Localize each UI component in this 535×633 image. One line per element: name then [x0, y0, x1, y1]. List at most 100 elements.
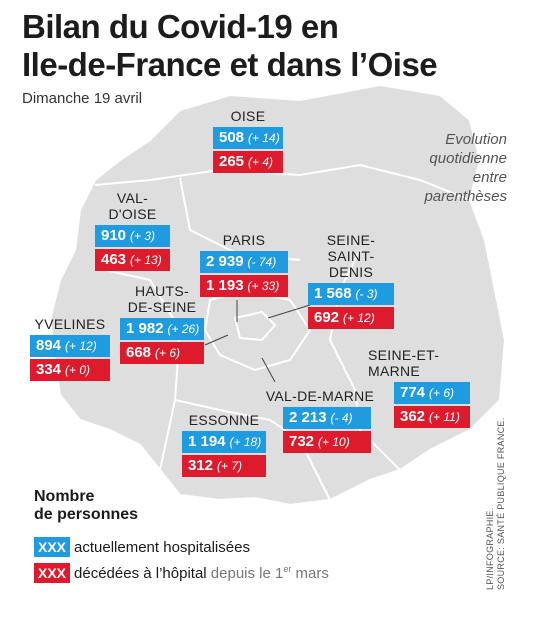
hospitalized-value: 508	[219, 129, 245, 146]
hospitalized-change: (+ 12)	[65, 339, 97, 353]
dept-name: OISE	[230, 108, 266, 124]
legend-deaths-suffix-pre: depuis le 1	[210, 565, 284, 582]
source-credit: LP/INFOGRAPHIE. SOURCE: SANTÉ PUBLIQUE F…	[485, 417, 507, 590]
hospitalized-value: 2 939	[206, 253, 244, 270]
legend-title-line-1: Nombre	[34, 488, 95, 505]
subtitle-date: Dimanche 19 avril	[22, 90, 143, 107]
deaths-change: (+ 11)	[429, 410, 460, 424]
dept-essonne: ESSONNE 1 194 (+ 18) 312 (+ 7)	[182, 412, 266, 477]
dept-name: YVELINES	[34, 316, 106, 332]
hospitalized-chip: 774 (+ 6)	[394, 382, 470, 404]
dept-name-line-1: HAUTS-	[135, 283, 189, 299]
page-title: Bilan du Covid-19 en Ile-de-France et da…	[22, 8, 438, 84]
deaths-value: 463	[101, 251, 127, 268]
hospitalized-value: 1 568	[314, 285, 352, 302]
hospitalized-value: 894	[36, 337, 62, 354]
hospitalized-change: (- 3)	[355, 287, 378, 301]
leader-seine-saint-denis	[267, 304, 311, 319]
hospitalized-value: 2 213	[289, 409, 327, 426]
deaths-value: 668	[126, 344, 152, 361]
deaths-value: 1 193	[206, 277, 244, 294]
dept-seine-saint-denis: SEINE- SAINT-DENIS 1 568 (- 3) 692 (+ 12)	[308, 232, 394, 329]
deaths-chip: 362 (+ 11)	[394, 406, 470, 428]
deaths-chip: 668 (+ 6)	[120, 342, 204, 364]
hospitalized-value: 774	[400, 384, 426, 401]
hospitalized-chip: 2 939 (- 74)	[200, 251, 288, 273]
deaths-change: (+ 0)	[65, 363, 91, 377]
deaths-value: 312	[188, 457, 214, 474]
dept-name: SEINE- SAINT-DENIS	[308, 232, 394, 280]
border-oise	[94, 163, 471, 201]
leader-val-de-marne	[261, 357, 276, 383]
legend-title: Nombre de personnes	[34, 488, 138, 524]
deaths-chip: 265 (+ 4)	[213, 151, 283, 173]
legend-hospitalized: XXX actuellement hospitalisées	[34, 537, 250, 557]
legend-deaths: XXX décédées à l’hôpital depuis le 1er ma…	[34, 563, 329, 583]
dept-name: HAUTS- DE-SEINE	[120, 283, 204, 315]
hospitalized-change: (+ 26)	[167, 322, 200, 336]
title-line-1: Bilan du Covid-19 en	[22, 8, 339, 45]
deaths-change: (+ 6)	[155, 346, 181, 360]
dept-name-line-1: SEINE-	[326, 232, 376, 248]
deaths-chip: 334 (+ 0)	[30, 359, 110, 381]
leader-hauts-de-seine	[204, 334, 229, 346]
dept-name: PARIS	[222, 232, 266, 248]
legend-title-line-2: de personnes	[34, 506, 139, 523]
hospitalized-chip: 1 982 (+ 26)	[120, 318, 204, 340]
deaths-change: (+ 13)	[130, 253, 162, 267]
border-paris	[233, 310, 277, 342]
hospitalized-change: (+ 6)	[429, 386, 455, 400]
legend-deaths-suffix: depuis le 1er mars	[210, 564, 329, 582]
hospitalized-change: (+ 18)	[229, 435, 262, 449]
dept-name: SEINE-ET-MARNE	[368, 347, 440, 379]
hospitalized-change: (- 74)	[247, 255, 277, 269]
legend-deaths-label: décédées à l’hôpital	[74, 565, 207, 582]
dept-name-line-2: DE-SEINE	[127, 299, 197, 315]
dept-name: ESSONNE	[188, 412, 260, 428]
title-line-2: Ile-de-France et dans l’Oise	[22, 46, 438, 83]
deaths-change: (+ 7)	[217, 459, 243, 473]
dept-hauts-de-seine: HAUTS- DE-SEINE 1 982 (+ 26) 668 (+ 6)	[120, 283, 204, 364]
legend-hospitalized-label: actuellement hospitalisées	[74, 539, 250, 556]
evolution-note: Evolution quotidienne entre parenthèses	[424, 131, 507, 205]
deaths-chip: 463 (+ 13)	[95, 249, 170, 271]
hospitalized-chip: 508 (+ 14)	[213, 127, 283, 149]
dept-yvelines: YVELINES 894 (+ 12) 334 (+ 0)	[30, 316, 110, 381]
dept-val-de-marne: VAL-DE-MARNE 2 213 (- 4) 732 (+ 10)	[265, 388, 375, 453]
hospitalized-chip: 1 194 (+ 18)	[182, 431, 266, 453]
deaths-chip: 312 (+ 7)	[182, 455, 266, 477]
dept-name: VAL-DE-MARNE	[265, 388, 375, 404]
hospitalized-change: (+ 3)	[130, 229, 156, 243]
deaths-change: (+ 10)	[318, 435, 350, 449]
hospitalized-value: 910	[101, 227, 127, 244]
hospitalized-value: 1 982	[126, 320, 164, 337]
legend-blue-swatch: XXX	[34, 537, 71, 557]
deaths-value: 334	[36, 361, 62, 378]
hospitalized-chip: 894 (+ 12)	[30, 335, 110, 357]
legend-deaths-suffix-post: mars	[291, 565, 329, 582]
dept-val-doise: VAL-D'OISE 910 (+ 3) 463 (+ 13)	[95, 190, 170, 271]
deaths-value: 692	[314, 309, 340, 326]
deaths-value: 265	[219, 153, 245, 170]
dept-paris: PARIS 2 939 (- 74) 1 193 (+ 33)	[200, 232, 288, 297]
hospitalized-chip: 1 568 (- 3)	[308, 283, 394, 305]
hospitalized-chip: 2 213 (- 4)	[283, 407, 371, 429]
border-essonne	[174, 399, 331, 501]
dept-seine-et-marne: SEINE-ET-MARNE 774 (+ 6) 362 (+ 11)	[368, 347, 470, 428]
hospitalized-change: (+ 14)	[248, 131, 280, 145]
dept-name: VAL-D'OISE	[108, 190, 157, 222]
legend-red-swatch: XXX	[34, 563, 71, 583]
source-line-1: LP/INFOGRAPHIE.	[485, 507, 495, 590]
hospitalized-value: 1 194	[188, 433, 226, 450]
deaths-change: (+ 4)	[248, 155, 274, 169]
hospitalized-chip: 910 (+ 3)	[95, 225, 170, 247]
legend-deaths-suffix-sup: er	[283, 564, 292, 574]
dept-oise: OISE 508 (+ 14) 265 (+ 4)	[213, 108, 283, 173]
deaths-chip: 1 193 (+ 33)	[200, 275, 288, 297]
deaths-change: (+ 12)	[343, 311, 375, 325]
source-line-2: SOURCE: SANTÉ PUBLIQUE FRANCE.	[496, 417, 506, 590]
deaths-chip: 692 (+ 12)	[308, 307, 394, 329]
deaths-value: 362	[400, 408, 426, 425]
hospitalized-change: (- 4)	[330, 411, 353, 425]
deaths-chip: 732 (+ 10)	[283, 431, 371, 453]
